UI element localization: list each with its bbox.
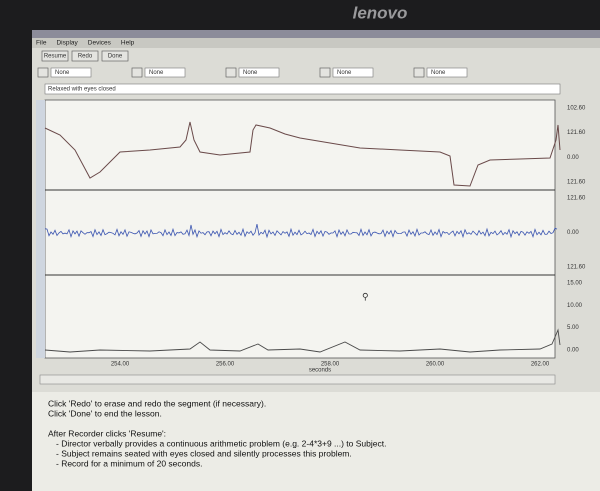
menu-item[interactable]: Display: [56, 40, 78, 47]
instruction-line: - Director verbally provides a continuou…: [56, 438, 386, 448]
scale-label: 0.00: [567, 348, 579, 354]
scale-label: 15.00: [567, 281, 583, 287]
channel-name: None: [243, 70, 258, 76]
scale-label: 121.60: [567, 130, 586, 136]
menu-item[interactable]: Devices: [88, 40, 112, 47]
title-bar: [32, 30, 600, 38]
menu-item[interactable]: File: [36, 40, 47, 47]
scale-label: 121.60: [567, 265, 586, 271]
x-tick-label: 256.00: [216, 362, 235, 368]
scale-label: 121.60: [567, 196, 586, 202]
instruction-line: Click 'Redo' to erase and redo the segme…: [48, 398, 266, 408]
channel-name: None: [149, 70, 164, 76]
plot-area: [45, 100, 555, 358]
channel-name: None: [431, 70, 446, 76]
button-label[interactable]: Done: [108, 54, 123, 60]
instruction-line: Click 'Done' to end the lesson.: [48, 408, 162, 418]
channel-name: None: [55, 70, 70, 76]
segment-label: Relaxed with eyes closed: [48, 87, 116, 93]
instruction-line: After Recorder clicks 'Resume':: [48, 428, 166, 438]
x-tick-label: 260.00: [426, 362, 445, 368]
cursor: ⚲: [362, 291, 369, 301]
channel-select[interactable]: [38, 68, 48, 77]
channel-strip: [36, 100, 45, 358]
x-tick-label: 262.00: [531, 362, 550, 368]
channel-select[interactable]: [414, 68, 424, 77]
menu-item[interactable]: Help: [121, 40, 135, 47]
scrollbar[interactable]: [40, 375, 555, 384]
menu-bar: [32, 38, 600, 48]
channel-name: None: [337, 70, 352, 76]
scale-label: 5.00: [567, 325, 579, 331]
scale-label: 0.00: [567, 230, 579, 236]
screen-photo: lenovo File Display Devices Help Resume Redo…: [0, 0, 600, 491]
button-label[interactable]: Redo: [78, 54, 93, 60]
channel-select[interactable]: [132, 68, 142, 77]
button-label[interactable]: Resume: [44, 54, 67, 60]
scale-label: 121.60: [567, 180, 586, 186]
brand-logo: lenovo: [353, 3, 408, 22]
channel-select[interactable]: [320, 68, 330, 77]
scale-label: 0.00: [567, 155, 579, 161]
x-tick-label: 254.00: [111, 362, 130, 368]
instruction-line: - Record for a minimum of 20 seconds.: [56, 458, 202, 468]
segment-label-field[interactable]: [45, 84, 560, 94]
x-axis-unit: seconds: [309, 368, 331, 374]
instruction-line: - Subject remains seated with eyes close…: [56, 448, 352, 458]
scale-label: 10.00: [567, 303, 583, 309]
scale-label: 102.60: [567, 106, 586, 112]
channel-select[interactable]: [226, 68, 236, 77]
